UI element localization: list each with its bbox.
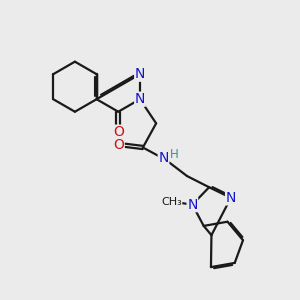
Text: CH₃: CH₃ (161, 197, 182, 207)
Text: N: N (226, 191, 236, 205)
Text: N: N (187, 198, 198, 212)
Text: O: O (113, 125, 124, 139)
Text: N: N (135, 67, 145, 81)
Text: H: H (170, 148, 178, 161)
Text: O: O (113, 138, 124, 152)
Text: N: N (158, 152, 169, 165)
Text: N: N (135, 92, 145, 106)
